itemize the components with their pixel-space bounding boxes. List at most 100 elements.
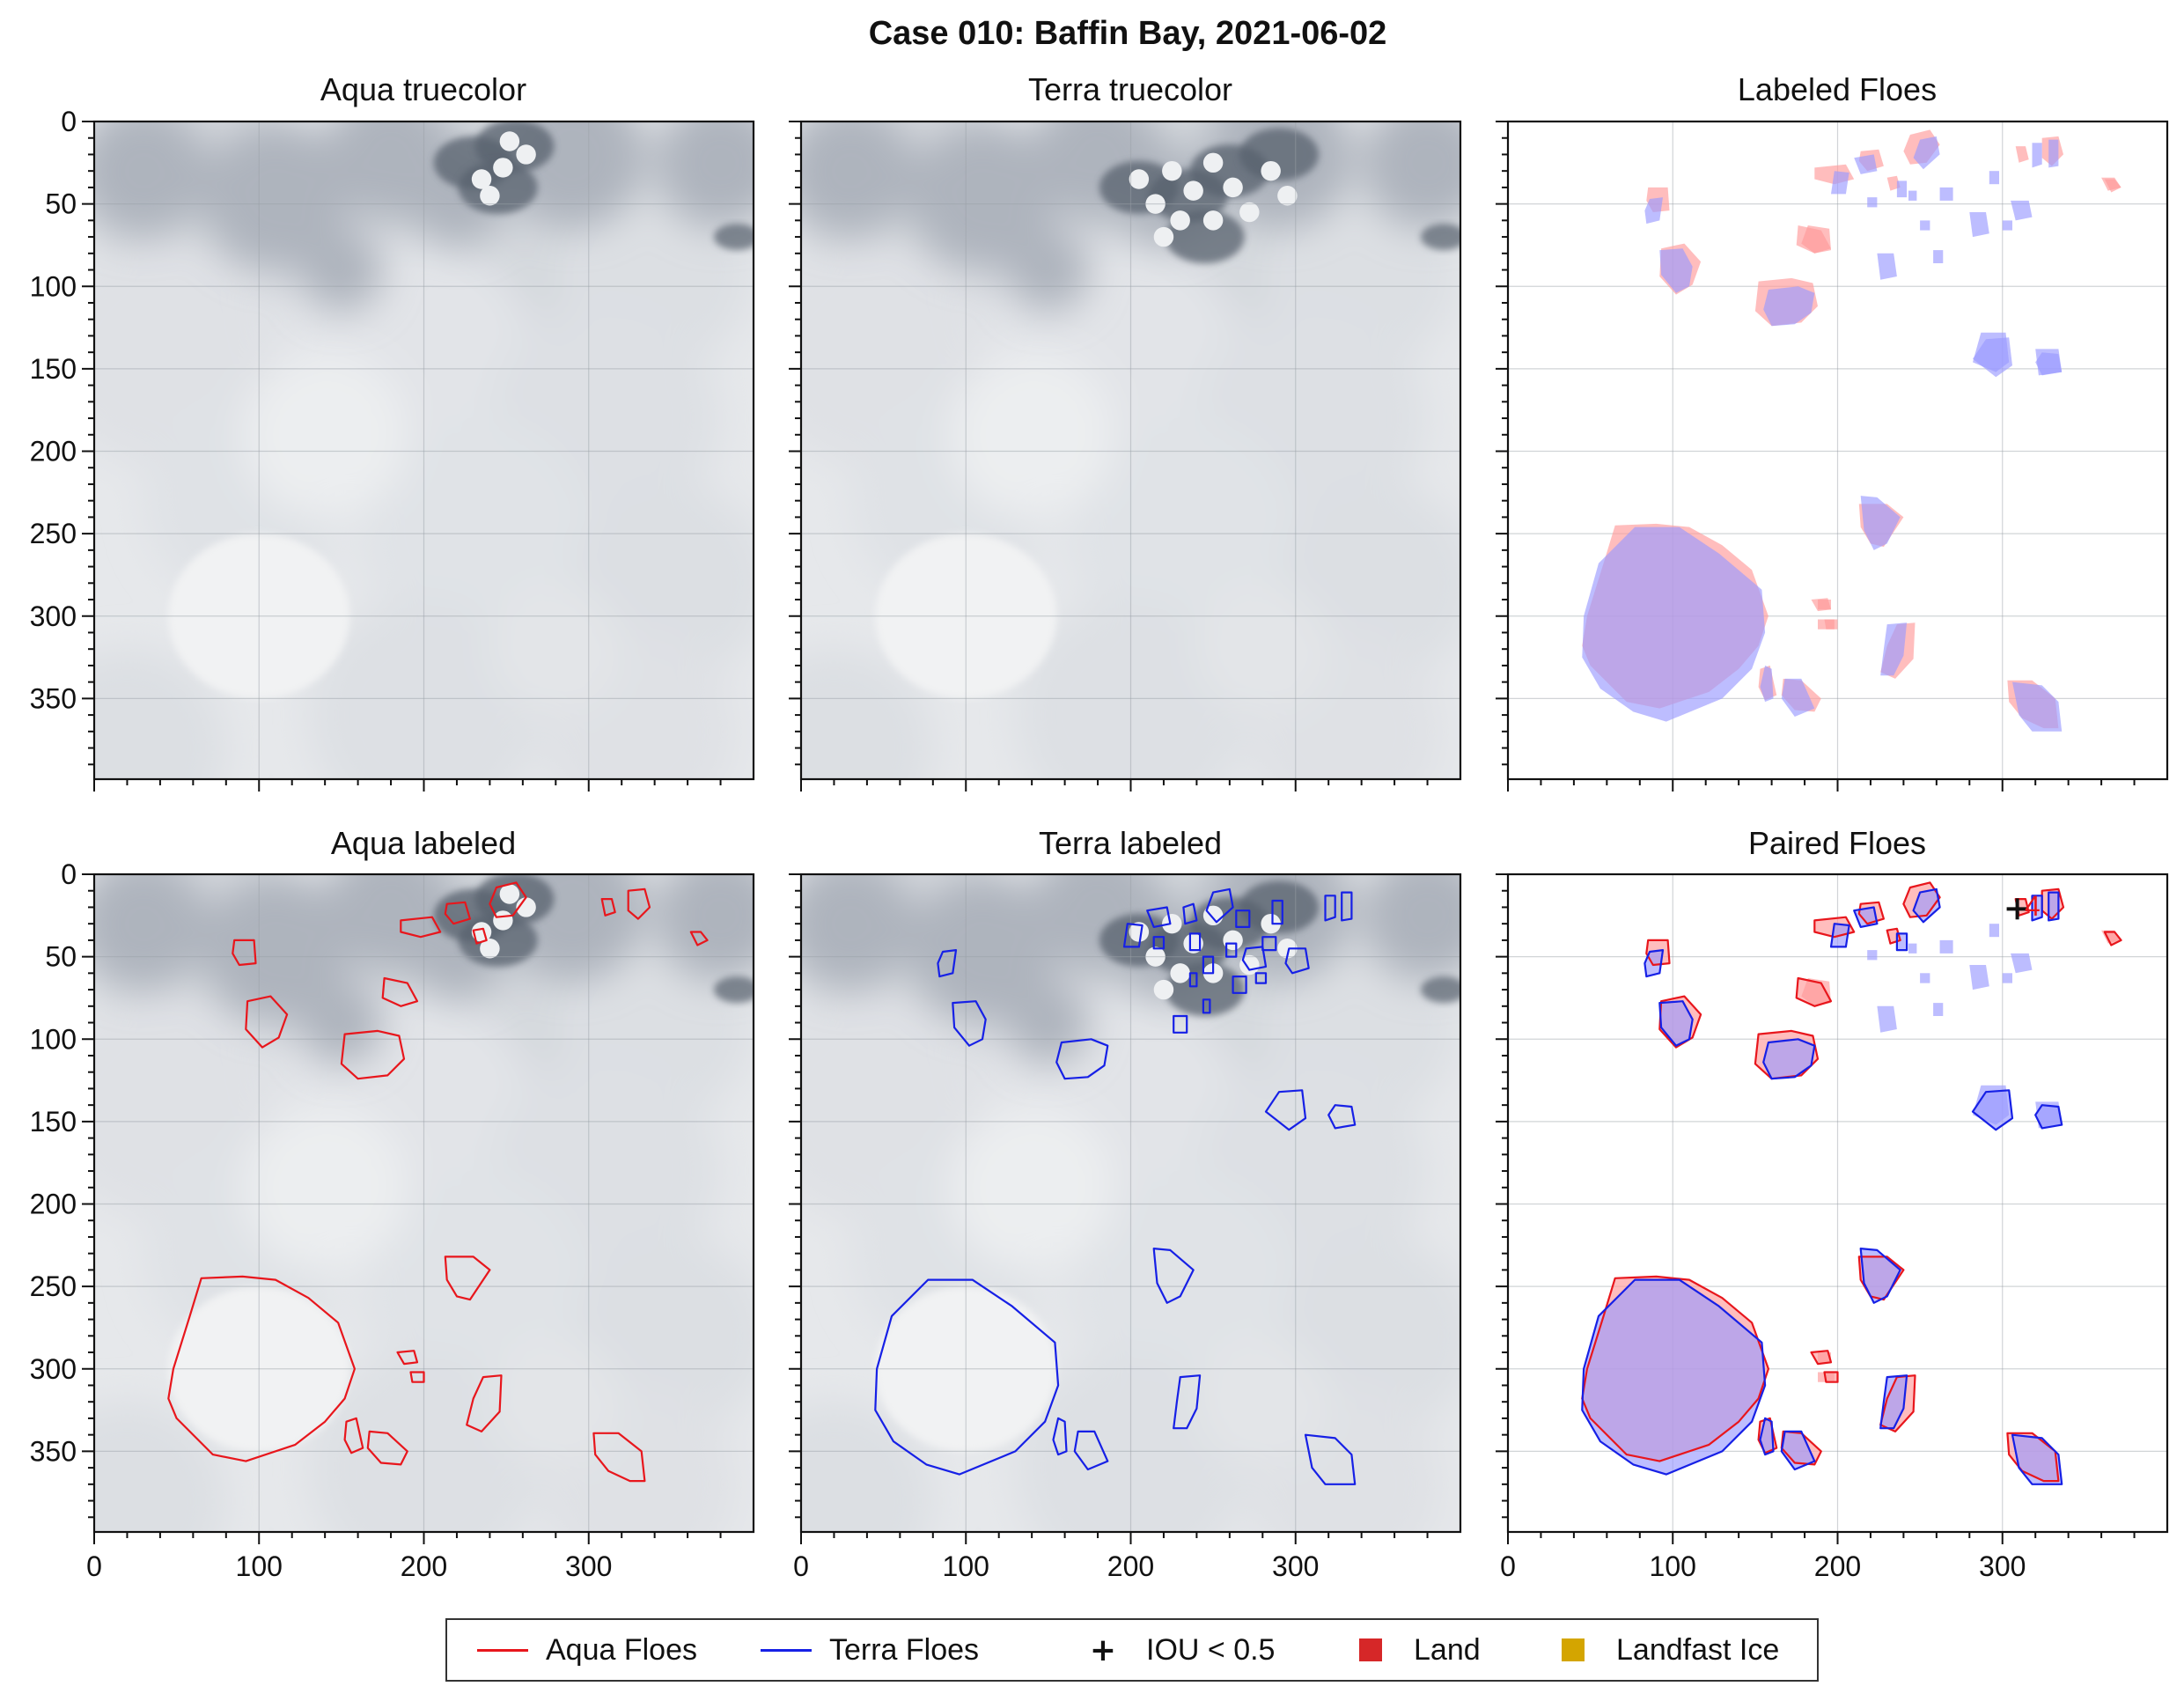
terra-outline-t-12 [1759, 1417, 1775, 1456]
terra-outline-t-o11 [1254, 972, 1268, 984]
terra-only-fill-to-5 [1939, 939, 1953, 954]
aqua-outline-a-16 [1757, 1417, 1778, 1454]
ice-floe [1202, 210, 1224, 231]
aqua-only-fill-ao-1 [1801, 225, 1831, 254]
panel-title-terra-truecolor: Terra truecolor [1028, 71, 1232, 107]
cloud-patch [489, 1336, 622, 1469]
aqua-outline-a-large [167, 1275, 356, 1462]
cloud-patch [1196, 1336, 1329, 1469]
aqua-fill-a-9 [2015, 146, 2029, 163]
ice-floe [1129, 169, 1150, 189]
terra-outline-t-o5 [1241, 946, 1268, 971]
x-tick-label: 0 [793, 1550, 809, 1582]
legend-land-label: Land [1414, 1632, 1481, 1667]
cloud-patch [242, 1105, 408, 1270]
ice-floe [1183, 180, 1203, 201]
iou-annotation: 4 [2025, 890, 2041, 922]
dark-patch [654, 122, 754, 229]
open-water-edge [714, 224, 754, 251]
terra-fill-t-large [1582, 1279, 1766, 1475]
ice-floe [499, 131, 520, 151]
legend-item-iou: + IOU < 0.5 [1077, 1620, 1276, 1680]
legend-land-square [1359, 1638, 1382, 1661]
ice-floe [1162, 913, 1182, 934]
terra-outline-t-14 [2011, 1433, 2063, 1485]
terra-outline-t-4 [1122, 923, 1143, 948]
aqua-outline-a-16 [343, 1417, 364, 1454]
ice-floe [480, 186, 500, 206]
panel-title-terra-labeled: Terra labeled [1039, 825, 1222, 861]
cloud-patch [1196, 583, 1329, 716]
aqua-outline-a-4 [381, 976, 419, 1007]
terra-outline-t-7 [1205, 887, 1234, 924]
terra-outline-t-o10 [1232, 975, 1247, 994]
y-tick-label: 150 [30, 353, 77, 385]
ice-floe [1239, 202, 1260, 223]
aqua-outline-a-7 [1886, 927, 1901, 945]
y-tick-label: 350 [30, 1435, 77, 1467]
terra-only-fill-to-12 [1933, 1003, 1944, 1016]
panel-title-aqua-labeled: Aqua labeled [331, 825, 516, 861]
terra-only-fill-to-7 [2002, 973, 2012, 983]
ice-floe [1183, 933, 1203, 954]
aqua-outline-a-8 [489, 881, 527, 918]
terra-outline-t-o7 [1271, 899, 1283, 925]
terra-only-fill-to-4 [2011, 953, 2033, 974]
terra-outline-t-11 [1879, 1374, 1908, 1430]
terra-fill-t-2 [1659, 248, 1693, 293]
y-tick-label: 50 [45, 941, 77, 973]
ice-floe [516, 897, 536, 917]
ice-floe [1261, 913, 1281, 934]
ice-floe [471, 169, 492, 189]
x-tick-label: 300 [565, 1550, 612, 1582]
terra-outline-t-o2 [1182, 902, 1198, 925]
panel-title-labeled-floes: Labeled Floes [1738, 71, 1937, 107]
legend-item-terra: Terra Floes [761, 1620, 979, 1680]
terra-outline-t-8 [1324, 895, 1336, 922]
y-tick-label: 250 [30, 1270, 77, 1302]
legend-terra-line [761, 1648, 812, 1652]
terra-only-fill-to-9 [1908, 943, 1917, 954]
dark-patch [908, 122, 1057, 270]
ice-floe [1223, 930, 1243, 951]
ice-floe [516, 144, 536, 165]
terra-fill-t-11 [1880, 622, 1908, 676]
aqua-outline-a-3 [340, 1029, 406, 1080]
x-tick-label: 200 [401, 1550, 447, 1582]
ice-floe [480, 939, 500, 959]
terra-outline-t-o13 [1173, 1014, 1188, 1034]
grid [801, 122, 1460, 779]
aqua-outline-a-9 [600, 897, 616, 917]
terra-fill-t-13 [1781, 678, 1815, 717]
ice-floe [1277, 939, 1298, 959]
terra-fill-t-7 [1913, 888, 1940, 923]
y-tick-label: 0 [61, 106, 77, 137]
terra-outline-t-6 [1895, 932, 1908, 952]
aqua-only-fill-ao-1 [1801, 978, 1831, 1006]
terra-outline-t-o14 [1202, 998, 1211, 1014]
open-water-edge [1421, 976, 1460, 1004]
terra-fill-t-3 [1763, 1039, 1815, 1079]
y-tick-label: 0 [61, 858, 77, 890]
ice-floe [1153, 226, 1174, 247]
legend-landfast-label: Landfast Ice [1616, 1632, 1780, 1667]
aqua-outline-a-6 [1857, 901, 1885, 925]
legend-landfast-square [1562, 1638, 1585, 1661]
axes-ticks: 0 50 100 150 200 250 300 350 0 100 200 300 0 50 100 150… [30, 106, 2136, 1582]
terra-fill-t-6 [1896, 180, 1908, 198]
dark-patch [908, 874, 1057, 1023]
y-tick-label: 300 [30, 1353, 77, 1385]
cloud-patch [949, 1105, 1114, 1270]
legend-item-land: Land [1345, 1620, 1481, 1680]
ice-floe [1202, 152, 1224, 173]
cloud-patch [308, 600, 540, 779]
y-tick-label: 300 [30, 600, 77, 632]
terra-fill-t-3 [1763, 286, 1815, 327]
terra-only-fill-to-10 [1867, 197, 1878, 208]
aqua-only-fill-ao-3 [1818, 1352, 1831, 1363]
legend-item-aqua: Aqua Floes [477, 1620, 697, 1680]
ice-floe [1162, 160, 1182, 181]
panel-labeled-floes [1508, 122, 2167, 779]
bright-floe [168, 1286, 350, 1452]
dark-band [94, 122, 754, 312]
